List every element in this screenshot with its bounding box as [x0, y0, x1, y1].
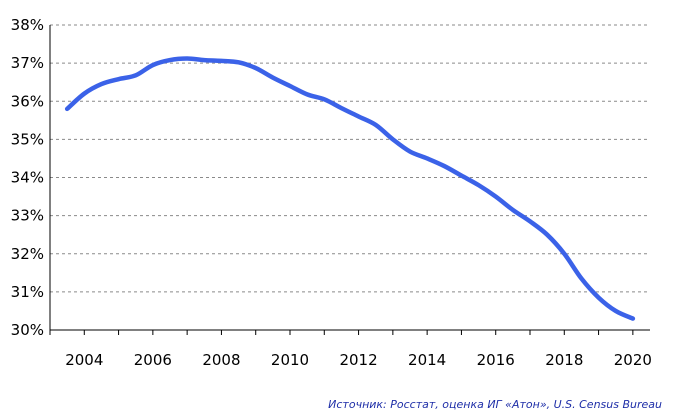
y-tick-label: 33%: [11, 207, 44, 225]
y-tick-label: 36%: [11, 92, 44, 110]
x-tick-label: 2004: [65, 351, 103, 369]
data-points: [67, 58, 633, 318]
grid-lines: [50, 24, 650, 293]
x-tick-label: 2012: [339, 351, 377, 369]
x-tick-label: 2008: [202, 351, 240, 369]
x-tick-label: 2016: [477, 351, 515, 369]
y-tick-label: 38%: [11, 16, 44, 34]
x-tick-label: 2014: [408, 351, 446, 369]
y-tick-label: 37%: [11, 54, 44, 72]
y-tick-labels: 30% 31% 32% 33% 34% 35% 36% 37% 38%: [11, 16, 44, 339]
x-tick-label: 2020: [614, 351, 652, 369]
y-tick-label: 35%: [11, 130, 44, 148]
x-tick-label: 2006: [134, 351, 172, 369]
source-note: Источник: Росстат, оценка ИГ «Атон», U.S…: [328, 398, 662, 411]
x-tick-label: 2010: [271, 351, 309, 369]
axes: [49, 25, 650, 331]
x-tick-label: 2018: [545, 351, 583, 369]
y-tick-label: 32%: [11, 245, 44, 263]
y-tick-label: 30%: [11, 321, 44, 339]
x-tick-marks: [49, 330, 634, 335]
x-tick-labels: 2004 2006 2008 2010 2012 2014 2016 2018 2020: [65, 351, 652, 369]
y-tick-label: 31%: [11, 283, 44, 301]
y-tick-label: 34%: [11, 169, 44, 187]
series-line: [64, 56, 636, 321]
